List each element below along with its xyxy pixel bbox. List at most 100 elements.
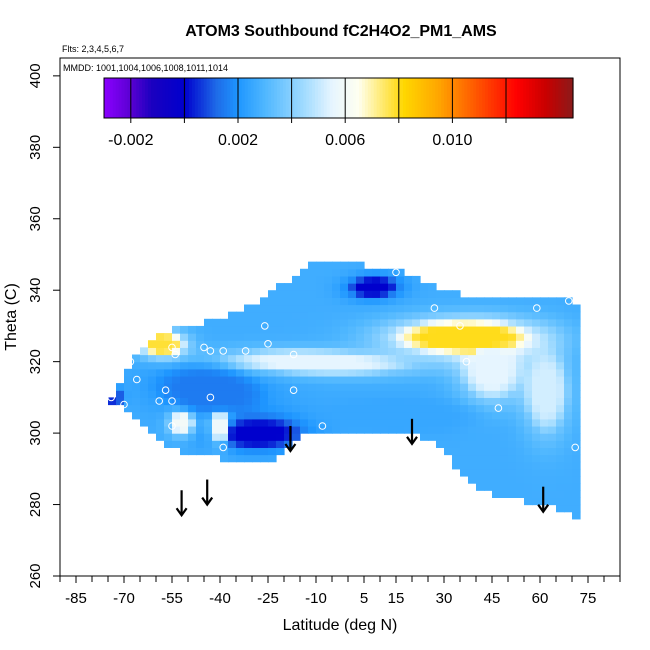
heatmap-cell <box>404 383 413 391</box>
colorbar-segment <box>259 78 263 118</box>
colorbar-segment <box>523 78 527 118</box>
heatmap-cell <box>244 404 253 413</box>
heatmap-cell <box>428 404 437 413</box>
heatmap-cell <box>524 318 533 327</box>
heatmap-cell <box>356 268 365 277</box>
x-tick-label: -25 <box>257 590 279 607</box>
heatmap-cell <box>524 361 533 370</box>
heatmap-cell <box>220 418 229 427</box>
heatmap-cell <box>276 397 285 406</box>
heatmap-cell <box>188 411 197 420</box>
heatmap-cell <box>228 354 237 363</box>
heatmap-cell <box>164 425 173 434</box>
heatmap-cell <box>356 425 365 434</box>
heatmap-cell <box>228 311 237 320</box>
heatmap-cell <box>540 461 549 470</box>
heatmap-cell <box>452 397 461 406</box>
heatmap-cell <box>532 497 541 506</box>
x-axis-label: Latitude (deg N) <box>283 617 398 634</box>
heatmap-cell <box>252 325 261 334</box>
heatmap-cell <box>412 368 421 377</box>
heatmap-cell <box>380 333 389 341</box>
heatmap-cell <box>196 440 205 448</box>
heatmap-cell <box>388 383 397 391</box>
heatmap-cell <box>492 440 501 448</box>
heatmap-cell <box>284 397 293 406</box>
heatmap-cell <box>268 397 277 406</box>
heatmap-cell <box>268 311 277 320</box>
colorbar-segment <box>353 78 357 118</box>
heatmap-cell <box>452 383 461 391</box>
heatmap-cell <box>148 340 157 348</box>
colorbar-segment <box>127 78 131 118</box>
colorbar-frame <box>103 77 574 119</box>
heatmap-cell <box>356 340 365 348</box>
heatmap-cell <box>204 383 213 391</box>
heatmap-cell <box>412 383 421 391</box>
heatmap-cell <box>436 297 445 306</box>
heatmap-cell <box>484 368 493 377</box>
heatmap-cell <box>356 283 365 291</box>
heatmap-cell <box>372 404 381 413</box>
heatmap-cell <box>180 383 189 391</box>
sample-point <box>565 297 573 305</box>
heatmap-cell <box>236 404 245 413</box>
heatmap-cell <box>484 340 493 348</box>
heatmap-cell <box>340 383 349 391</box>
heatmap-cell <box>380 318 389 327</box>
heatmap-cell <box>516 318 525 327</box>
heatmap-cell <box>548 325 557 334</box>
heatmap-cell <box>340 275 349 284</box>
heatmap-cell <box>348 397 357 406</box>
colorbar-segment <box>335 78 340 118</box>
heatmap-cell <box>260 454 269 463</box>
heatmap-cell <box>524 347 533 356</box>
colorbar-segment <box>408 78 413 118</box>
heatmap-cell <box>500 368 509 377</box>
heatmap-cell <box>444 440 453 448</box>
heatmap-cell <box>436 404 445 413</box>
heatmap-cell <box>484 347 493 356</box>
heatmap-cell <box>452 390 461 398</box>
heatmap-cell <box>164 404 173 413</box>
heatmap-cell <box>460 425 469 434</box>
heatmap-cell <box>388 347 397 356</box>
heatmap-cell <box>340 404 349 413</box>
heatmap-cell <box>396 283 405 291</box>
heatmap-cell <box>372 397 381 406</box>
heatmap-cell <box>404 340 413 348</box>
heatmap-cell <box>404 425 413 434</box>
arrow-marker <box>537 486 550 514</box>
heatmap-cell <box>436 347 445 356</box>
heatmap-cell <box>548 490 557 498</box>
heatmap-cell <box>220 340 229 348</box>
heatmap-cell <box>260 304 269 313</box>
heatmap-cell <box>436 325 445 334</box>
heatmap-cell <box>460 418 469 427</box>
y-tick-label: 280 <box>27 492 44 517</box>
heatmap-cell <box>428 297 437 306</box>
colorbar-segment <box>517 78 521 118</box>
heatmap-cell <box>252 418 261 427</box>
heatmap-cell <box>500 383 509 391</box>
heatmap-cell <box>420 397 429 406</box>
heatmap-cell <box>116 383 125 391</box>
colorbar-segment <box>288 78 293 118</box>
heatmap-cell <box>268 304 277 313</box>
heatmap-cell <box>348 375 357 384</box>
colorbar-segment <box>552 78 557 118</box>
heatmap-cell <box>532 333 541 341</box>
heatmap-cell <box>316 397 325 406</box>
heatmap-cell <box>564 304 573 313</box>
heatmap-cell <box>268 390 277 398</box>
colorbar-segment <box>546 78 551 118</box>
heatmap-cell <box>300 390 309 398</box>
colorbar-segment <box>303 78 307 118</box>
y-tick-label: 380 <box>27 135 44 160</box>
heatmap-cell <box>228 454 237 463</box>
colorbar-segment <box>505 78 510 118</box>
colorbar-segment <box>487 78 492 118</box>
colorbar-segment <box>180 78 184 118</box>
heatmap-cell <box>188 361 197 370</box>
heatmap-cell <box>500 361 509 370</box>
